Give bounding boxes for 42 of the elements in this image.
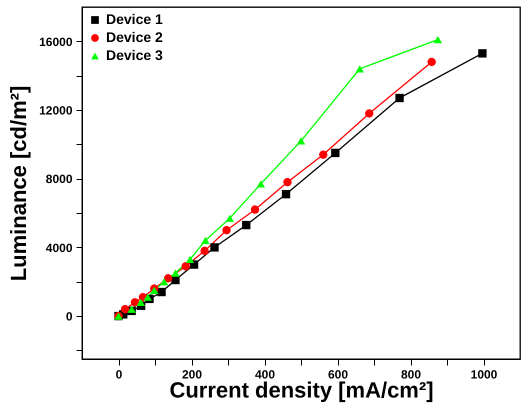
y-tick-label: 8000 [46,172,73,186]
point [127,306,136,313]
point [160,278,168,286]
point [186,256,194,264]
point [164,274,172,282]
x-tick-label: 1000 [470,368,498,382]
y-tick-label: 4000 [46,240,73,255]
point [282,190,290,198]
y-tick-label: 12000 [39,104,73,118]
point [395,94,404,102]
point [136,298,145,306]
y-tick-label: 16000 [39,34,73,49]
point [331,148,340,158]
legend-label: Device 3 [106,47,164,63]
point [478,49,487,58]
point [201,236,210,244]
point [226,214,234,222]
point [242,220,250,230]
x-tick-label: 0 [116,368,123,382]
point [171,270,180,277]
point [365,109,374,118]
point [120,305,130,314]
point [427,58,436,66]
point [181,262,190,270]
legend-label: Device 1 [106,11,164,27]
point [130,298,140,307]
point [319,150,328,159]
point [210,243,219,252]
y-tick-label: 0 [66,310,73,324]
point [144,294,152,301]
point [256,180,266,188]
point [296,137,306,145]
point [250,205,260,214]
point [356,65,364,72]
point [200,246,209,255]
point [434,36,442,44]
point [283,178,292,186]
point [150,286,158,294]
legend-label: Device 2 [106,29,164,45]
point [222,226,231,234]
point [157,288,166,296]
y-axis-title: Luminance [cd/m²] [6,86,32,282]
